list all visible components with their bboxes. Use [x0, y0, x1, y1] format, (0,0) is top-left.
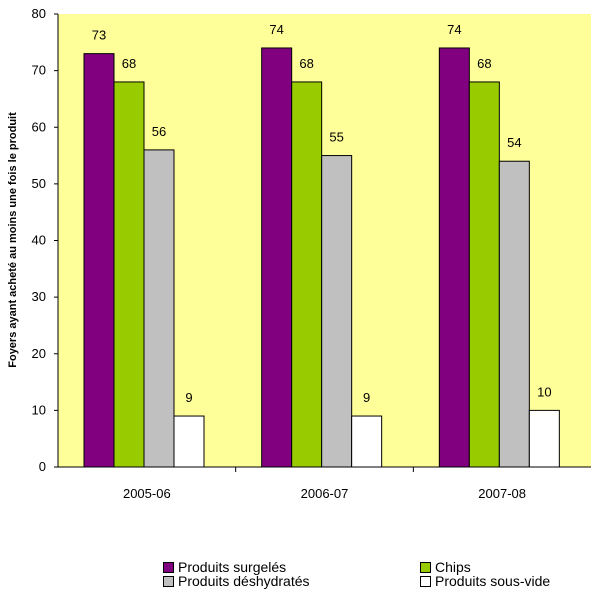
y-tick-label: 40 [32, 233, 46, 248]
data-label: 9 [185, 390, 192, 405]
bar [438, 47, 470, 468]
data-label: 74 [269, 22, 283, 37]
data-label: 56 [152, 124, 166, 139]
y-tick-label: 50 [32, 176, 46, 191]
x-tick-label: 2005-06 [123, 486, 171, 501]
legend-swatch [163, 561, 174, 573]
legend-label: Produits déshydratés [178, 573, 310, 589]
data-label: 55 [329, 130, 343, 145]
data-label: 68 [299, 56, 313, 71]
y-axis-label: Foyers ayant acheté au moins une fois le… [7, 112, 19, 368]
data-label: 73 [92, 28, 106, 43]
legend-swatch [420, 561, 431, 573]
bar [291, 81, 323, 468]
bar [351, 415, 383, 468]
legend-item: Chips [420, 560, 471, 574]
data-label: 9 [363, 390, 370, 405]
data-label: 68 [122, 56, 136, 71]
data-label: 10 [537, 384, 551, 399]
bar [113, 81, 145, 468]
legend: Produits surgelés Chips Produits déshydrat… [163, 560, 591, 588]
x-tick-label: 2006-07 [301, 486, 349, 501]
data-label: 68 [477, 56, 491, 71]
y-tick-label: 60 [32, 119, 46, 134]
data-label: 54 [507, 135, 521, 150]
data-label: 74 [447, 22, 461, 37]
legend-swatch [163, 575, 174, 587]
legend-item: Produits surgelés [163, 560, 286, 574]
legend-item: Produits sous-vide [420, 574, 550, 588]
y-tick-label: 80 [32, 6, 46, 21]
bar [468, 81, 500, 468]
y-tick-label: 10 [32, 402, 46, 417]
y-tick-label: 0 [39, 459, 46, 474]
bar [321, 155, 353, 468]
legend-label: Produits sous-vide [435, 573, 551, 589]
legend-swatch [420, 575, 431, 587]
legend-item: Produits déshydratés [163, 574, 310, 588]
legend-label: Chips [435, 559, 471, 575]
y-tick-label: 30 [32, 289, 46, 304]
bar [83, 53, 115, 468]
y-tick-label: 20 [32, 346, 46, 361]
bar [261, 47, 293, 468]
bar [173, 415, 205, 468]
bar [498, 160, 530, 468]
y-tick-label: 70 [32, 63, 46, 78]
x-tick-label: 2007-08 [478, 486, 526, 501]
bar [528, 409, 560, 468]
legend-label: Produits surgelés [178, 559, 287, 575]
bar [143, 149, 175, 468]
